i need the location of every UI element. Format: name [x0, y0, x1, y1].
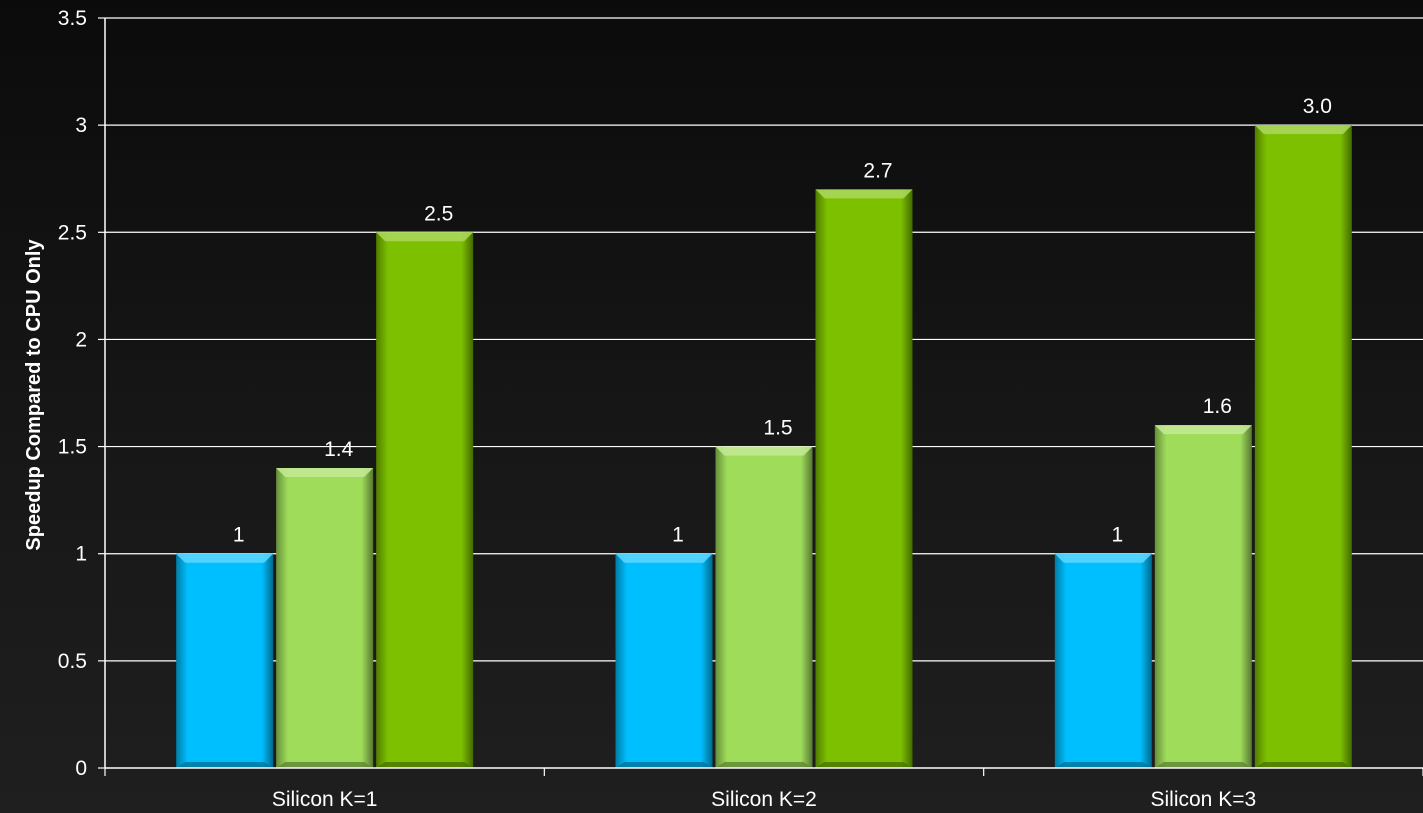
y-tick-label: 0.5	[58, 650, 87, 673]
bar	[615, 553, 713, 768]
bar-data-label: 1.4	[324, 438, 354, 461]
bar	[376, 232, 474, 769]
bar-bevel-top	[1154, 425, 1252, 435]
bar-bevel-top	[715, 446, 813, 456]
bar	[715, 446, 813, 768]
bar-bevel-bottom	[1154, 762, 1252, 768]
y-tick-label: 2	[75, 328, 87, 351]
bars	[176, 125, 1352, 769]
x-category-label: Silicon K=2	[711, 788, 817, 811]
bar-bevel-bottom	[615, 762, 713, 768]
bar-data-label: 1.5	[763, 417, 792, 440]
bar-bevel-top	[1054, 553, 1152, 563]
labels: 0 0.5 1 1.5 2 2.5 3 3.5 Silicon K=1 1 1.4 2.5 Silico…	[58, 7, 1332, 811]
bar-bevel-bottom	[376, 762, 474, 768]
y-tick-label: 0	[75, 757, 87, 780]
x-category-label: Silicon K=3	[1151, 788, 1257, 811]
bar-data-label: 2.5	[424, 202, 453, 225]
y-tick-label: 3.5	[58, 7, 87, 30]
bar-data-label: 3.0	[1303, 95, 1332, 118]
bar	[815, 189, 913, 768]
bar-data-label: 1	[672, 524, 684, 547]
bar-data-label: 2.7	[863, 159, 892, 182]
y-tick-label: 2.5	[58, 221, 87, 244]
y-tick-label: 3	[75, 114, 87, 137]
bar-bevel-bottom	[276, 762, 374, 768]
bar	[276, 468, 374, 768]
y-axis-title: Speedup Compared to CPU Only	[23, 239, 45, 551]
y-tick-label: 1	[75, 543, 87, 566]
bar-data-label: 1	[1111, 524, 1123, 547]
bar-bevel-top	[276, 468, 374, 477]
bar	[1254, 125, 1352, 768]
bar-bevel-top	[615, 553, 713, 563]
bar-data-label: 1.6	[1203, 395, 1232, 418]
bar-bevel-bottom	[176, 762, 274, 768]
bar-data-label: 1	[233, 524, 245, 547]
bar	[1154, 425, 1252, 768]
x-category-label: Silicon K=1	[272, 788, 378, 811]
bar-bevel-top	[815, 189, 913, 199]
bar	[1054, 553, 1152, 768]
bar-bevel-bottom	[815, 762, 913, 768]
bar-bevel-bottom	[1054, 762, 1152, 768]
y-tick-label: 1.5	[58, 436, 87, 459]
axes	[98, 17, 1423, 776]
bar-bevel-top	[376, 232, 474, 242]
bar-bevel-bottom	[715, 762, 813, 768]
bar	[176, 553, 274, 768]
bar-bevel-bottom	[1254, 762, 1352, 768]
bar-bevel-top	[1254, 125, 1352, 135]
bar-bevel-top	[176, 553, 274, 563]
